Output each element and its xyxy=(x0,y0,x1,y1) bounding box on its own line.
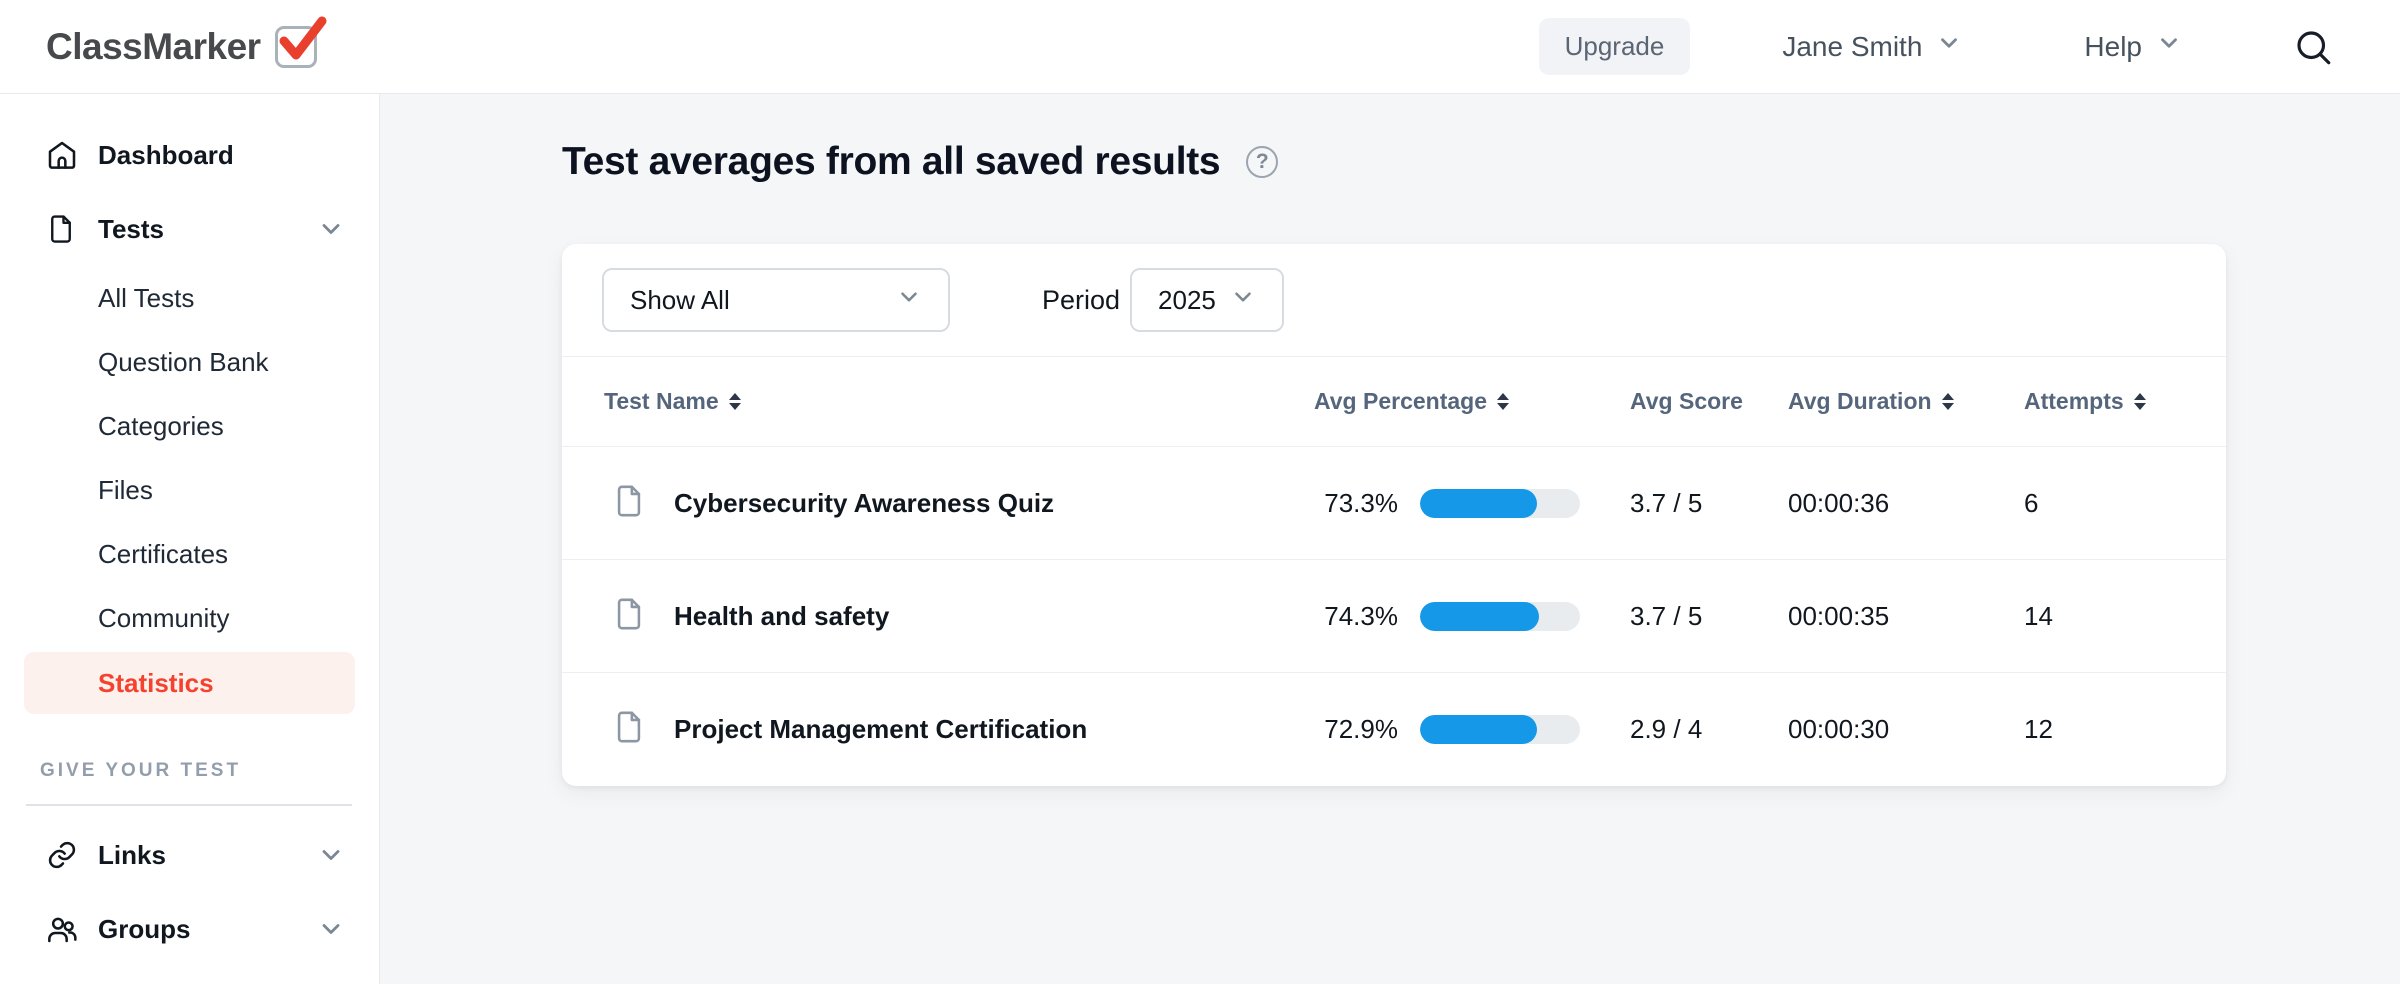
show-filter-value: Show All xyxy=(630,284,730,315)
avg-duration-value: 00:00:30 xyxy=(1788,714,1890,744)
table-header-row: Test Name Avg Percentage Avg Score Avg D… xyxy=(562,357,2226,447)
link-icon xyxy=(46,839,78,871)
help-menu[interactable]: Help xyxy=(2084,30,2182,63)
upgrade-button[interactable]: Upgrade xyxy=(1538,18,1691,75)
avg-duration-value: 00:00:36 xyxy=(1788,487,1890,518)
sidebar-item-groups[interactable]: Groups xyxy=(0,892,379,966)
period-label: Period xyxy=(1042,284,1121,315)
sort-icon xyxy=(1497,393,1509,410)
sidebar: Dashboard Tests All Tests Question Bank … xyxy=(0,94,380,984)
sort-icon xyxy=(1941,393,1954,410)
chevron-down-icon xyxy=(1936,30,1962,63)
column-label: Avg Score xyxy=(1630,388,1743,414)
column-label: Test Name xyxy=(604,388,719,414)
file-icon xyxy=(612,710,646,749)
column-label: Avg Percentage xyxy=(1314,388,1487,414)
sidebar-divider xyxy=(26,804,352,806)
avg-duration-value: 00:00:35 xyxy=(1788,600,1890,631)
topbar-right: Upgrade Jane Smith Help xyxy=(1538,18,2334,75)
attempts-value: 6 xyxy=(2024,487,2039,518)
chevron-down-icon xyxy=(317,841,345,869)
sidebar-item-label: Tests xyxy=(98,213,164,244)
attempts-value: 14 xyxy=(2024,600,2053,631)
test-name-link[interactable]: Project Management Certification xyxy=(674,714,1088,744)
avg-score-value: 3.7 / 5 xyxy=(1630,487,1703,518)
user-name: Jane Smith xyxy=(1782,30,1923,62)
column-header-avg-score: Avg Score xyxy=(1614,388,1772,415)
avg-percentage-value: 72.9% xyxy=(1324,714,1398,744)
table-row: Health and safety 74.3% 3.7 / 5 00:00:35… xyxy=(562,560,2226,673)
column-label: Avg Duration xyxy=(1788,388,1932,414)
chevron-down-icon xyxy=(896,284,922,317)
sidebar-item-label: Links xyxy=(98,839,166,870)
classmarker-logo[interactable]: ClassMarker xyxy=(46,16,327,68)
file-icon xyxy=(46,214,78,244)
progress-bar xyxy=(1420,715,1580,744)
give-your-test-label: GIVE YOUR TEST xyxy=(40,760,242,781)
groups-icon xyxy=(46,913,78,945)
column-label: Attempts xyxy=(2024,388,2124,414)
sidebar-item-label: Groups xyxy=(98,913,191,944)
page-title: Test averages from all saved results xyxy=(562,140,1221,183)
filters-bar: Show All Period 2025 xyxy=(562,244,2226,357)
avg-percentage-value: 74.3% xyxy=(1324,600,1398,631)
test-name-link[interactable]: Health and safety xyxy=(674,600,890,631)
sidebar-item-tests[interactable]: Tests xyxy=(0,192,379,266)
sidebar-item-community[interactable]: Community xyxy=(98,603,230,633)
test-name-link[interactable]: Cybersecurity Awareness Quiz xyxy=(674,487,1055,518)
sidebar-item-dashboard[interactable]: Dashboard xyxy=(0,118,379,192)
logo-checkmark-icon xyxy=(274,16,327,68)
progress-bar xyxy=(1420,488,1580,518)
period-select[interactable]: 2025 xyxy=(1130,268,1285,332)
file-icon xyxy=(612,484,646,523)
main-content: Test averages from all saved results ? S… xyxy=(380,94,2400,984)
avg-percentage-value: 73.3% xyxy=(1324,487,1398,518)
chevron-down-icon xyxy=(2156,30,2182,63)
sort-icon xyxy=(728,393,741,410)
sidebar-item-files[interactable]: Files xyxy=(98,475,153,505)
chevron-down-icon xyxy=(317,915,345,943)
table-row: Project Management Certification 72.9% 2… xyxy=(562,673,2226,786)
question-help-icon[interactable]: ? xyxy=(1246,146,1279,178)
sidebar-item-certificates[interactable]: Certificates xyxy=(98,539,229,569)
sort-icon xyxy=(2133,393,2146,410)
sidebar-item-label: Dashboard xyxy=(98,139,234,170)
help-label: Help xyxy=(2084,30,2142,62)
table-row: Cybersecurity Awareness Quiz 73.3% 3.7 /… xyxy=(562,447,2226,560)
search-icon[interactable] xyxy=(2292,26,2334,68)
attempts-value: 12 xyxy=(2024,714,2053,744)
user-menu[interactable]: Jane Smith xyxy=(1782,30,1962,63)
sidebar-item-categories[interactable]: Categories xyxy=(98,411,224,441)
sidebar-item-statistics[interactable]: Statistics xyxy=(24,652,355,714)
sidebar-item-question-bank[interactable]: Question Bank xyxy=(98,347,269,377)
results-card: Show All Period 2025 Test Name xyxy=(562,244,2226,786)
show-filter-select[interactable]: Show All xyxy=(602,268,950,332)
column-header-avg-duration[interactable]: Avg Duration xyxy=(1772,388,2008,415)
top-bar: ClassMarker Upgrade Jane Smith Help xyxy=(0,0,2400,94)
column-header-attempts[interactable]: Attempts xyxy=(2008,388,2226,415)
sidebar-item-links[interactable]: Links xyxy=(0,818,379,892)
logo-text: ClassMarker xyxy=(46,25,261,67)
chevron-down-icon xyxy=(317,215,345,243)
column-header-test-name[interactable]: Test Name xyxy=(562,388,1302,415)
avg-score-value: 3.7 / 5 xyxy=(1630,600,1703,631)
avg-score-value: 2.9 / 4 xyxy=(1630,714,1703,744)
column-header-avg-percentage[interactable]: Avg Percentage xyxy=(1302,388,1614,415)
file-icon xyxy=(612,597,646,636)
progress-bar xyxy=(1420,601,1580,631)
sidebar-item-all-tests[interactable]: All Tests xyxy=(98,283,195,313)
home-icon xyxy=(46,139,78,171)
chevron-down-icon xyxy=(1230,284,1256,317)
period-value: 2025 xyxy=(1158,284,1216,315)
